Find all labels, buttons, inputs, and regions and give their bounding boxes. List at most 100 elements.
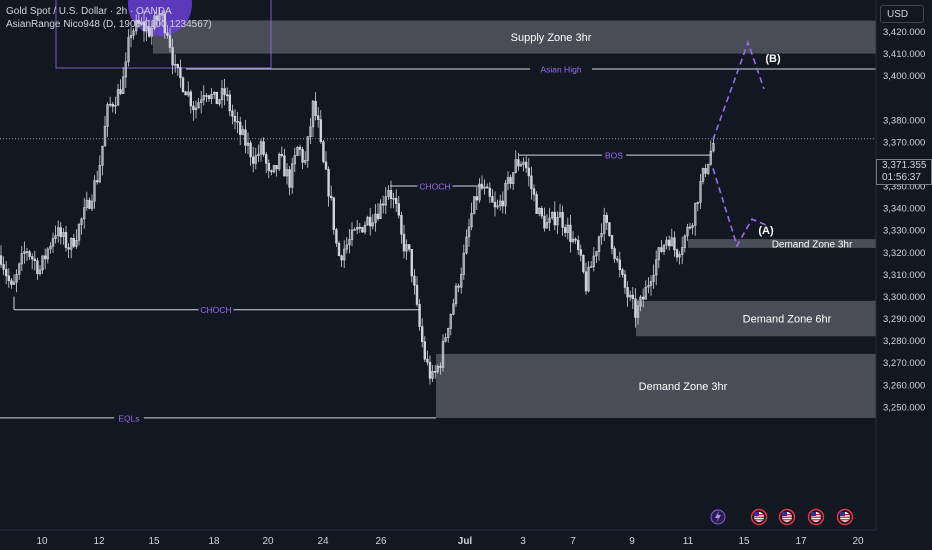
candle-body [615,258,619,261]
candle-body [33,258,37,262]
time-tick-label: 17 [795,536,807,547]
price-axis: 3,250.000 3,260.000 3,270.000 3,280.000 3,29… [875,0,932,550]
indicator-label[interactable]: AsianRange Nico948 (D, 1900-0100 1234567… [6,19,212,30]
candle-body [88,199,91,209]
us-flag-event-icon[interactable] [750,508,768,526]
candle-body [303,159,307,163]
candle-body [498,200,502,207]
candle-body [28,251,31,257]
us-flag-event-icon[interactable] [807,508,825,526]
candle-body [2,264,5,270]
candle-body [571,238,575,242]
zone-box [436,353,876,418]
candle-body [301,149,304,163]
candle-body [532,188,536,195]
candle-body [696,202,700,204]
symbol-title[interactable]: Gold Spot / U.S. Dollar · 2h · OANDA [6,6,172,17]
candle-body [579,249,583,256]
demand-supply-zone: Demand Zone 3hr [436,353,876,418]
candle-body [506,177,510,184]
candle-body [56,227,60,236]
candle-body [314,100,317,117]
candle-body [444,337,447,342]
candle-body [218,99,221,105]
candle-body [540,208,544,217]
event-icons [710,508,854,526]
candle-body [602,214,606,234]
zone-box [688,239,876,248]
candle-body [595,251,598,257]
bar-countdown: 01:56:37 [882,172,921,183]
candle-body [670,237,674,247]
demand-supply-zone: Demand Zone 3hr [688,239,876,250]
candle-body [252,156,255,164]
candle-body [12,281,16,285]
candle-body [267,162,270,171]
candle-body [116,89,120,106]
candle-body [355,226,359,230]
time-tick-label: 10 [36,536,48,547]
candle-body [441,340,445,368]
candle-body [262,141,265,155]
candle-body [618,259,622,271]
candle-body [488,187,491,197]
candle-body [241,129,244,135]
candle-body [361,227,364,233]
price-tick-label: 3,270.000 [883,358,925,369]
candle-body [288,169,291,188]
candle-body [678,254,681,258]
candle-body [537,208,541,214]
candle-body [649,281,653,286]
candle-body [290,163,294,188]
candle-body [64,232,68,248]
candle-body [187,91,190,96]
candle-body [246,142,250,146]
candle-body [475,196,478,201]
candle-body [142,21,146,32]
currency-button[interactable]: USD [880,5,924,23]
candle-body [189,91,192,107]
candle-body [576,239,580,250]
candle-body [158,13,161,21]
candle-body [249,142,252,158]
candle-body [309,126,312,138]
candle-body [493,201,497,208]
candle-body [605,214,609,223]
candle-body [517,159,520,167]
price-axis-bg [876,0,932,550]
projection-label: (B) [765,53,781,65]
candle-body [379,203,382,219]
candle-body [283,155,286,177]
us-flag-event-icon[interactable] [778,508,796,526]
candle-body [400,214,403,235]
candle-body [41,255,44,271]
lightning-icon[interactable] [710,509,726,525]
candle-body [148,26,151,37]
projection-label: (A) [758,225,774,237]
candle-body [106,104,109,127]
candle-body [49,245,52,250]
candle-body [348,239,351,246]
demand-supply-zone: Supply Zone 3hr [153,20,876,54]
time-axis: 10 12 15 18 20 24 26 Jul 3 7 9 11 15 17 20 [0,529,932,550]
price-tick-label: 3,400.000 [883,71,925,82]
zone-label: Demand Zone 6hr [743,314,832,326]
candle-body [545,222,549,229]
candle-body [363,224,367,233]
candle-body [311,100,315,128]
candle-body [462,252,465,275]
candle-body [210,94,213,100]
structure-level: CHOCH [14,305,420,315]
candle-body [688,226,692,229]
candle-body [639,296,642,307]
candle-body [381,203,385,206]
candle-body [405,244,408,252]
candle-body [470,213,473,228]
candle-body [683,235,687,248]
us-flag-event-icon[interactable] [836,508,854,526]
candle-body [660,247,663,252]
time-tick-label: 20 [852,536,864,547]
candle-body [285,169,289,177]
candle-body [548,217,551,223]
